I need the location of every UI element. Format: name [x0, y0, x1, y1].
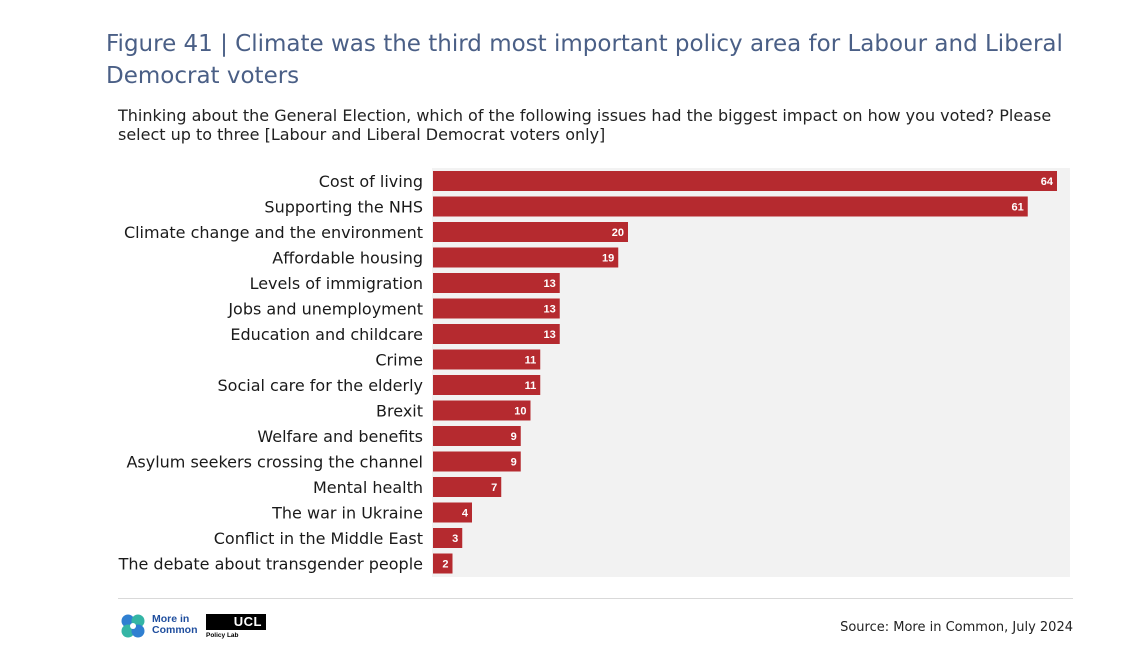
- bar-value-label: 20: [612, 227, 624, 239]
- bar: [433, 451, 521, 472]
- chart-title: Figure 41 | Climate was the third most i…: [106, 31, 1063, 89]
- bar: [433, 375, 541, 395]
- category-label: Welfare and benefits: [257, 427, 423, 446]
- bar: [433, 324, 560, 344]
- bar-value-label: 9: [511, 457, 517, 469]
- bar-value-label: 13: [544, 329, 556, 341]
- bar-value-label: 9: [511, 431, 517, 443]
- ucl-policy-lab-text: Policy Lab: [206, 632, 239, 639]
- category-label: Mental health: [313, 478, 423, 497]
- more-in-common-logo-icon: [121, 614, 145, 638]
- category-label: Affordable housing: [272, 249, 423, 268]
- chart-subtitle: Thinking about the General Election, whi…: [118, 106, 1052, 144]
- bar: [433, 171, 1057, 191]
- bar-value-label: 13: [544, 278, 556, 290]
- bars-group: Cost of living 64 Supporting the NHS 61 Clim…: [118, 171, 1057, 574]
- category-label: Supporting the NHS: [264, 198, 423, 217]
- category-label: Brexit: [376, 402, 423, 421]
- bar-value-label: 64: [1041, 176, 1054, 188]
- category-label: The war in Ukraine: [271, 504, 423, 523]
- bar: [433, 273, 560, 293]
- ucl-logo: UCL: [206, 614, 266, 630]
- bar-value-label: 19: [602, 253, 614, 265]
- bar-value-label: 2: [442, 559, 448, 571]
- bar: [433, 349, 541, 370]
- category-label: Social care for the elderly: [218, 376, 424, 395]
- category-label: Cost of living: [319, 172, 423, 191]
- bar-value-label: 3: [452, 533, 458, 545]
- bar-value-label: 13: [544, 304, 556, 316]
- bar: [433, 247, 619, 268]
- bar-value-label: 11: [525, 380, 537, 392]
- category-label: Education and childcare: [230, 325, 423, 344]
- bar: [433, 298, 560, 319]
- bar: [433, 502, 472, 523]
- category-label: Levels of immigration: [250, 274, 423, 293]
- bar-value-label: 7: [491, 482, 497, 494]
- source-note: Source: More in Common, July 2024: [840, 620, 1073, 635]
- category-label: Conflict in the Middle East: [214, 529, 423, 548]
- bar-value-label: 61: [1012, 202, 1024, 214]
- bar: [433, 553, 453, 574]
- category-label: Jobs and unemployment: [227, 300, 423, 319]
- category-label: Climate change and the environment: [124, 223, 423, 242]
- bar: [433, 400, 531, 421]
- bar: [433, 477, 502, 497]
- bar: [433, 222, 628, 242]
- bar-value-label: 4: [462, 508, 469, 520]
- category-label: Asylum seekers crossing the channel: [126, 453, 423, 472]
- bar-value-label: 11: [525, 355, 537, 367]
- more-in-common-logo-text: More in Common: [152, 613, 198, 636]
- bar: [433, 426, 521, 446]
- bar-value-label: 10: [514, 406, 526, 418]
- bar: [433, 528, 463, 548]
- category-label: Crime: [375, 351, 423, 370]
- category-label: The debate about transgender people: [118, 555, 423, 574]
- footer-divider: [118, 598, 1073, 599]
- bar-chart: Cost of living 64 Supporting the NHS 61 Clim…: [118, 168, 1070, 577]
- bar: [433, 196, 1028, 217]
